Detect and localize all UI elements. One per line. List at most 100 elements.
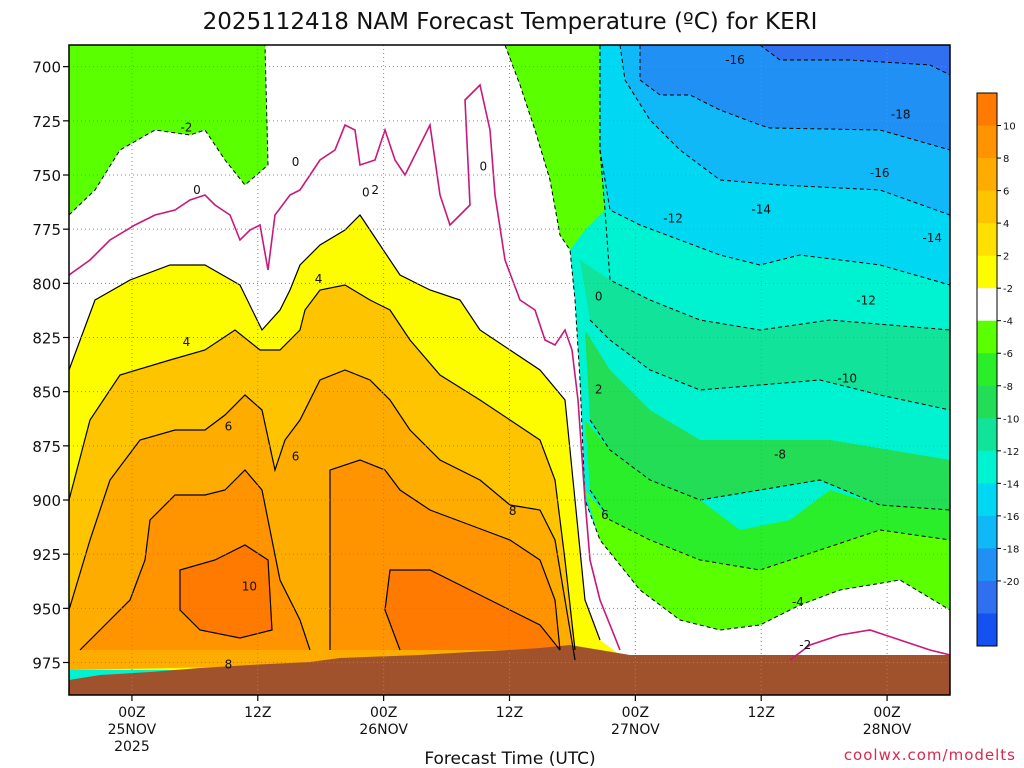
contour-label: -12 xyxy=(856,294,876,308)
y-axis-ticks: 700 725 750 775 800 825 850 875 900 925 950 975 xyxy=(32,59,69,673)
band-10-plus xyxy=(180,545,560,650)
y-tick-label: 825 xyxy=(32,330,61,348)
colorbar-label: -14 xyxy=(1003,479,1019,490)
x-tick-label: 00Z xyxy=(873,705,900,721)
colorbar-label: -4 xyxy=(1003,317,1013,328)
colorbar-swatch xyxy=(977,93,997,127)
colorbar-swatch xyxy=(977,190,997,224)
band-minus-10-to-minus-12 xyxy=(580,260,950,410)
colorbar-swatch xyxy=(977,320,997,354)
y-tick-label: 700 xyxy=(32,59,61,77)
band-minus-18 xyxy=(640,45,950,150)
colorbar-swatch xyxy=(977,580,997,614)
colorbar-swatch xyxy=(977,158,997,192)
y-tick-label: 800 xyxy=(32,275,61,293)
x-tick-label: 12Z xyxy=(244,705,271,721)
colorbar-label: -18 xyxy=(1003,544,1019,555)
contour-label: -18 xyxy=(891,107,911,121)
x-tick-label: 26NOV xyxy=(359,722,408,738)
colorbar-swatch xyxy=(977,483,997,517)
y-tick-label: 875 xyxy=(32,438,61,456)
colorbar-label: 6 xyxy=(1003,187,1009,198)
x-tick-label: 27NOV xyxy=(611,722,660,738)
contour-label-text: 0 xyxy=(362,185,370,199)
colorbar-swatch xyxy=(977,385,997,419)
colorbar-label: 4 xyxy=(1003,219,1009,230)
colorbar-label: -8 xyxy=(1003,382,1013,393)
contour-label-text: -18 xyxy=(891,107,911,121)
contour-label: 4 xyxy=(183,335,191,349)
contour-label: 2 xyxy=(595,383,603,397)
contour-label: -2 xyxy=(180,120,192,134)
band-minus-6 xyxy=(585,420,950,570)
contour-label: -16 xyxy=(870,166,890,180)
contour-label-text: 4 xyxy=(183,335,191,349)
colorbar-label: 2 xyxy=(1003,252,1009,263)
contour-label-text: 0 xyxy=(193,183,201,197)
colorbar-swatch xyxy=(977,450,997,484)
contour-label-text: 6 xyxy=(601,508,609,522)
contour-label: 10 xyxy=(242,580,257,594)
contour-label: 2 xyxy=(371,183,379,197)
contour-label: 0 xyxy=(362,185,370,199)
contour-label-text: 0 xyxy=(479,159,487,173)
contour-label: 0 xyxy=(292,155,300,169)
contour-label-text: -16 xyxy=(725,53,745,67)
y-tick-label: 775 xyxy=(32,221,61,239)
contour-label: -8 xyxy=(774,448,786,462)
contour-label-text: -2 xyxy=(799,638,811,652)
plot-area: -20000022446668810-16-18-16-14-14-12-12-… xyxy=(69,45,950,695)
colorbar-swatch xyxy=(977,255,997,289)
contour-label-text: 6 xyxy=(292,450,300,464)
contour-label-text: 2 xyxy=(371,183,379,197)
contour-label-text: -12 xyxy=(663,211,683,225)
contour-label-text: 0 xyxy=(595,289,603,303)
contour-label: 6 xyxy=(225,419,233,433)
colorbar-label: 8 xyxy=(1003,154,1009,165)
colorbar-swatch xyxy=(977,515,997,549)
contour-label-text: -8 xyxy=(774,448,786,462)
contour-label-text: 4 xyxy=(315,272,323,286)
contour-label: -10 xyxy=(837,372,857,386)
band-minus-2-right-top xyxy=(505,45,605,250)
colorbar-swatch xyxy=(977,418,997,452)
grid xyxy=(69,45,950,695)
cold-contours xyxy=(69,45,950,631)
y-tick-label: 975 xyxy=(32,655,61,673)
y-tick-label: 725 xyxy=(32,113,61,131)
x-tick-label: 28NOV xyxy=(863,722,912,738)
contour-label-text: 8 xyxy=(225,658,233,672)
contour-label: -12 xyxy=(663,211,683,225)
contour-label: -16 xyxy=(725,53,745,67)
x-tick-label: 12Z xyxy=(748,705,775,721)
contour-label: -14 xyxy=(751,203,771,217)
colorbar-label: -2 xyxy=(1003,284,1013,295)
band-minus-4 xyxy=(585,490,950,630)
band-minus-8 xyxy=(585,330,950,510)
contour-label-text: -10 xyxy=(837,372,857,386)
chart-title: 2025112418 NAM Forecast Temperature (ºC)… xyxy=(203,9,818,35)
contour-label: 6 xyxy=(292,450,300,464)
contour-label: 8 xyxy=(509,504,517,518)
band-minus-16 xyxy=(620,45,950,215)
colorbar-frame xyxy=(976,92,998,647)
contour-label: 0 xyxy=(595,289,603,303)
x-tick-label: 00Z xyxy=(118,705,145,721)
x-tick-label: 00Z xyxy=(370,705,397,721)
colorbar-label: -10 xyxy=(1003,414,1019,425)
contour-labels: -20000022446668810-16-18-16-14-14-12-12-… xyxy=(180,53,941,672)
y-tick-label: 750 xyxy=(32,167,61,185)
freezing-isotherm xyxy=(69,83,950,661)
x-tick-label: 12Z xyxy=(496,705,523,721)
contour-label-text: -14 xyxy=(922,231,942,245)
contour-label-text: 0 xyxy=(292,155,300,169)
y-tick-label: 850 xyxy=(32,384,61,402)
contour-label-text: -16 xyxy=(870,166,890,180)
colorbar-label: 10 xyxy=(1003,122,1016,133)
colorbar-swatch xyxy=(977,223,997,257)
contour-label-text: -4 xyxy=(792,595,804,609)
contour-label-text: 6 xyxy=(225,419,233,433)
contour-label: 0 xyxy=(193,183,201,197)
